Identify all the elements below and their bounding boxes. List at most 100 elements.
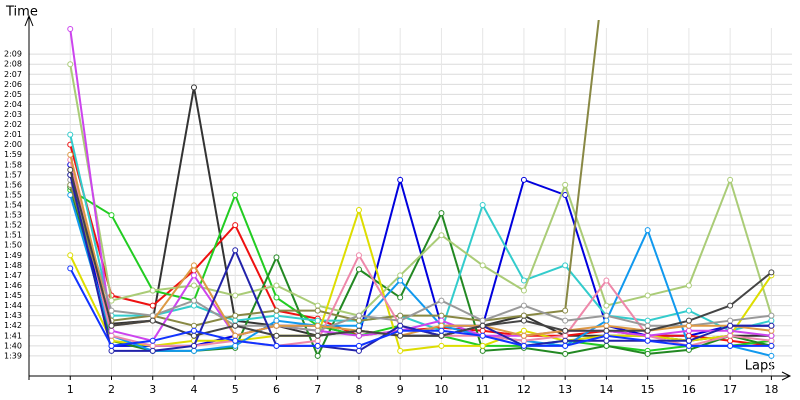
y-tick-label: 1:49 <box>4 251 22 260</box>
x-tick-label: 9 <box>397 383 404 396</box>
data-point <box>273 282 280 289</box>
data-point <box>768 352 775 359</box>
data-point <box>438 322 445 329</box>
data-point <box>685 307 692 314</box>
data-point <box>190 332 197 339</box>
data-point <box>397 176 404 183</box>
data-point <box>273 322 280 329</box>
x-tick-label: 6 <box>273 383 280 396</box>
data-point <box>273 317 280 324</box>
data-point <box>562 317 569 324</box>
data-point <box>562 262 569 269</box>
data-point <box>108 342 115 349</box>
y-tick-label: 1:41 <box>4 331 22 340</box>
data-point <box>479 262 486 269</box>
data-point <box>520 327 527 334</box>
data-point <box>190 84 197 91</box>
data-point <box>397 312 404 319</box>
data-point <box>644 317 651 324</box>
y-axis <box>24 14 34 380</box>
data-point <box>562 181 569 188</box>
data-point <box>149 287 156 294</box>
data-point <box>314 327 321 334</box>
y-tick-label: 1:58 <box>4 160 22 169</box>
data-point <box>562 337 569 344</box>
data-point <box>273 342 280 349</box>
x-tick-label: 18 <box>764 383 778 396</box>
data-point <box>67 265 74 272</box>
data-point <box>67 166 74 173</box>
data-point <box>314 322 321 329</box>
x-tick-label: 14 <box>599 383 613 396</box>
y-tick-label: 1:46 <box>4 281 22 290</box>
y-tick-label: 2:08 <box>4 60 22 69</box>
y-tick-label: 2:06 <box>4 80 22 89</box>
data-point <box>603 302 610 309</box>
data-point <box>562 327 569 334</box>
data-point <box>67 131 74 138</box>
data-point <box>314 332 321 339</box>
data-point <box>273 332 280 339</box>
x-tick-label: 7 <box>314 383 321 396</box>
data-point <box>438 327 445 334</box>
data-point <box>232 332 239 339</box>
data-point <box>190 262 197 269</box>
y-tick-label: 1:43 <box>4 311 22 320</box>
y-tick-label: 2:00 <box>4 140 22 149</box>
x-axis <box>29 371 792 381</box>
data-point <box>149 342 156 349</box>
data-point <box>190 272 197 279</box>
x-tick-label: 2 <box>108 383 115 396</box>
data-point <box>232 322 239 329</box>
data-point <box>479 322 486 329</box>
x-tick-label: 10 <box>434 383 448 396</box>
data-point <box>644 337 651 344</box>
data-point <box>438 232 445 239</box>
data-point <box>520 312 527 319</box>
data-point <box>397 332 404 339</box>
data-point <box>190 342 197 349</box>
series-line <box>69 179 772 332</box>
y-tick-label: 1:39 <box>4 351 22 360</box>
data-point <box>232 317 239 324</box>
data-point <box>314 317 321 324</box>
data-point <box>520 176 527 183</box>
data-point <box>562 350 569 357</box>
data-point <box>67 26 74 33</box>
data-point <box>190 282 197 289</box>
y-axis-label: Time <box>5 5 38 20</box>
data-point <box>273 307 280 314</box>
data-point <box>479 342 486 349</box>
data-point <box>644 292 651 299</box>
y-tick-label: 1:55 <box>4 190 22 199</box>
data-point <box>520 317 527 324</box>
x-tick-label: 8 <box>355 383 362 396</box>
data-point <box>727 322 734 329</box>
data-point <box>108 212 115 219</box>
data-point <box>397 317 404 324</box>
data-point <box>67 61 74 68</box>
data-point <box>603 342 610 349</box>
series-line <box>69 267 772 347</box>
data-point <box>438 317 445 324</box>
data-point <box>355 322 362 329</box>
data-point <box>397 322 404 329</box>
data-point <box>479 327 486 334</box>
data-point <box>603 277 610 284</box>
y-tick-label: 1:51 <box>4 231 22 240</box>
data-point <box>232 342 239 349</box>
x-tick-label: 17 <box>723 383 737 396</box>
data-point <box>314 342 321 349</box>
y-tick-label: 1:40 <box>4 341 22 350</box>
x-tick-label: 13 <box>558 383 572 396</box>
data-point <box>685 337 692 344</box>
y-tick-label: 2:01 <box>4 130 22 139</box>
y-tick-label: 2:05 <box>4 90 22 99</box>
data-point <box>355 266 362 273</box>
data-point <box>232 312 239 319</box>
data-point <box>685 327 692 334</box>
data-point <box>149 347 156 354</box>
data-point <box>190 297 197 304</box>
y-tick-label: 2:03 <box>4 110 22 119</box>
x-tick-label: 3 <box>149 383 156 396</box>
